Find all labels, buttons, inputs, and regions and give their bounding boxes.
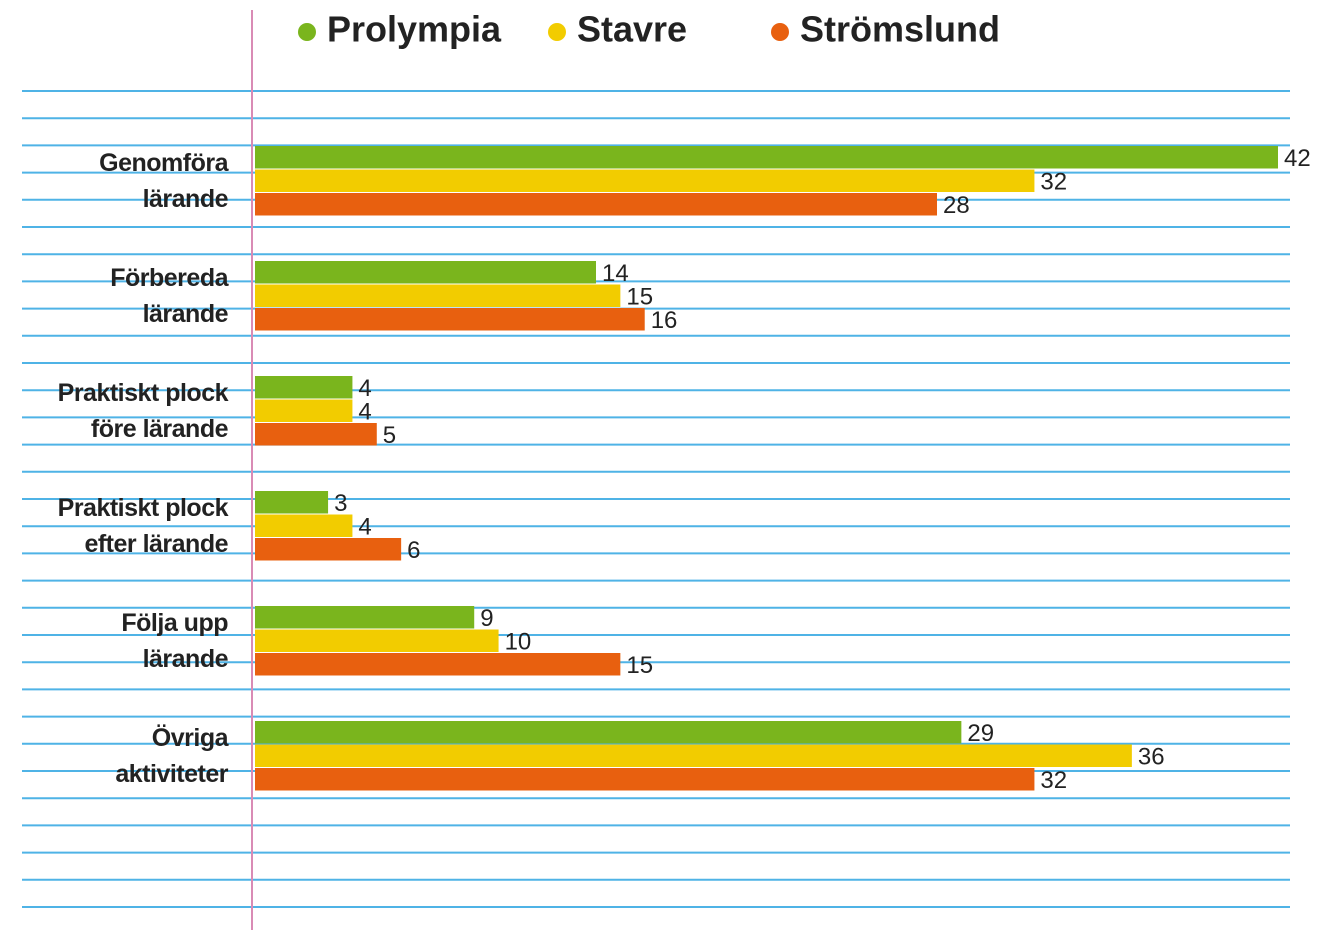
category-label: Följa upp lärande [121, 609, 228, 674]
bar [255, 721, 962, 744]
value-label: 42 [1284, 145, 1311, 172]
value-label: 5 [383, 422, 396, 449]
bar [255, 376, 353, 399]
legend-label: Stavre [577, 9, 687, 50]
value-label: 4 [358, 514, 371, 541]
category-label: Övriga aktiviteter [115, 724, 228, 789]
value-label: 4 [358, 399, 371, 426]
category-label: Praktiskt plock före lärande [57, 379, 229, 444]
category-label: Praktiskt plock efter lärande [57, 494, 229, 559]
value-label: 29 [967, 720, 994, 747]
value-label: 3 [334, 490, 347, 517]
value-label: 15 [626, 284, 653, 311]
bar [255, 514, 353, 537]
legend-label: Strömslund [800, 9, 1000, 50]
value-label: 4 [358, 375, 371, 402]
bar [255, 193, 937, 216]
bar [255, 261, 596, 284]
bar [255, 491, 329, 514]
value-label: 15 [626, 652, 653, 679]
value-label: 16 [651, 307, 678, 334]
legend-label: Prolympia [327, 9, 502, 50]
legend-dot [771, 23, 789, 41]
bar [255, 768, 1035, 791]
bar [255, 653, 621, 676]
value-label: 10 [505, 629, 532, 656]
value-label: 14 [602, 260, 629, 287]
value-label: 32 [1040, 767, 1067, 794]
legend-dot [298, 23, 316, 41]
bar [255, 308, 645, 331]
value-label: 9 [480, 605, 493, 632]
value-label: 6 [407, 537, 420, 564]
bar [255, 146, 1278, 169]
category-label: Genomföra lärande [99, 149, 228, 214]
value-label: 36 [1138, 744, 1165, 771]
legend-dot [548, 23, 566, 41]
bar [255, 399, 353, 422]
bar [255, 284, 621, 307]
category-label: Förbereda lärande [110, 264, 228, 329]
bar [255, 169, 1035, 192]
bar [255, 629, 499, 652]
value-label: 32 [1040, 169, 1067, 196]
bar [255, 538, 402, 561]
value-label: 28 [943, 192, 970, 219]
bar [255, 744, 1132, 767]
bar [255, 423, 377, 446]
bar [255, 606, 475, 629]
